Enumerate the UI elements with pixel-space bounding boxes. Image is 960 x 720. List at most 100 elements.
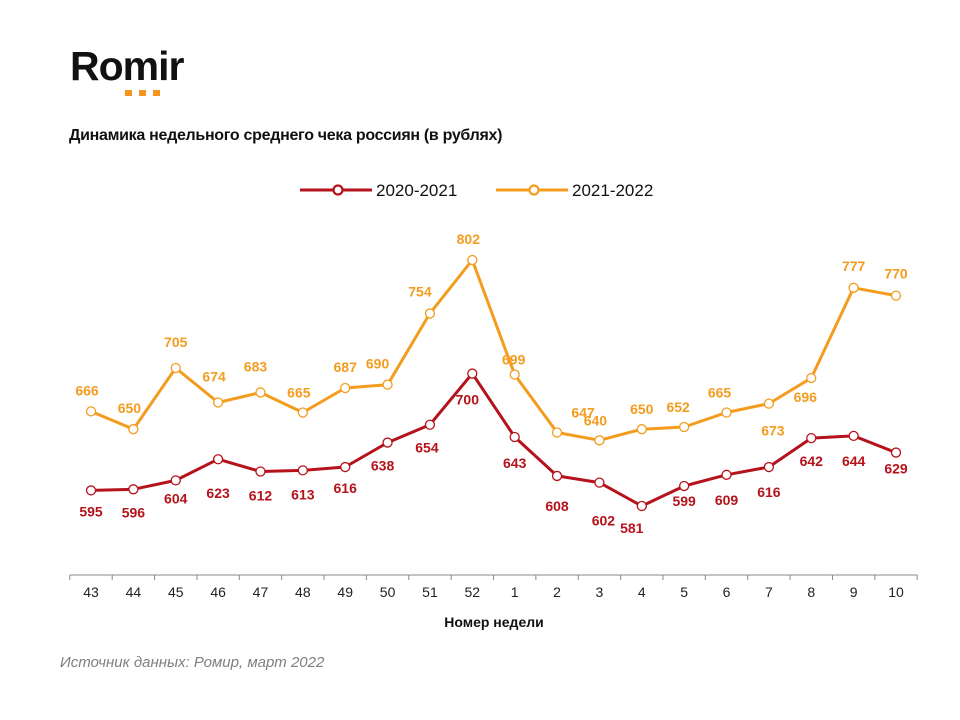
data-label: 608 [545, 498, 569, 514]
x-tick-label: 52 [465, 584, 481, 600]
data-label: 640 [584, 412, 608, 428]
data-label: 629 [884, 461, 908, 477]
logo-text: Romir [70, 43, 184, 89]
data-label: 643 [503, 455, 527, 471]
data-point [382, 379, 393, 390]
series-line [90, 372, 897, 508]
data-label: 699 [502, 352, 526, 368]
data-point [594, 477, 605, 488]
data-point [848, 282, 859, 293]
data-label: 700 [456, 392, 480, 408]
x-tick-label: 9 [850, 584, 858, 600]
data-label: 650 [118, 400, 142, 416]
legend-label: 2021-2022 [572, 181, 653, 200]
data-point [636, 424, 647, 435]
x-tick-label: 45 [168, 584, 184, 600]
data-label: 609 [715, 492, 739, 508]
data-point [721, 469, 732, 480]
data-label: 647 [571, 405, 595, 421]
data-point [806, 432, 817, 444]
data-point [340, 461, 351, 473]
source-note: Источник данных: Ромир, март 2022 [60, 654, 325, 671]
legend-marker-icon [332, 184, 344, 196]
x-tick-label: 6 [723, 584, 731, 600]
data-label: 644 [842, 453, 866, 469]
data-point [255, 387, 266, 398]
legend-marker-icon [528, 184, 540, 196]
data-point [255, 466, 266, 477]
data-point [128, 484, 139, 495]
data-label: 638 [371, 458, 395, 474]
data-label: 705 [164, 334, 188, 350]
data-point [170, 362, 181, 374]
data-point [212, 397, 224, 408]
data-label: 642 [800, 453, 824, 469]
data-label: 599 [672, 493, 696, 509]
x-tick-label: 48 [295, 584, 311, 600]
legend-item: 2020-2021 [300, 181, 457, 200]
data-label: 674 [202, 368, 226, 384]
data-point [806, 372, 817, 384]
data-point [890, 447, 902, 458]
data-point [721, 407, 732, 418]
data-point [679, 480, 690, 492]
data-point [297, 407, 308, 418]
x-tick-label: 1 [511, 584, 519, 600]
data-point [467, 254, 478, 266]
data-label: 770 [884, 266, 908, 282]
data-point [679, 421, 690, 433]
data-label: 595 [79, 503, 103, 519]
data-label: 802 [457, 231, 481, 247]
legend: 2020-2021 2021-2022 [300, 181, 653, 200]
x-tick-label: 43 [83, 584, 99, 600]
data-label: 665 [287, 384, 311, 400]
data-label: 616 [757, 484, 781, 500]
data-point [763, 398, 775, 409]
data-point [594, 435, 605, 446]
x-tick-label: 8 [807, 584, 815, 600]
data-point [85, 406, 97, 417]
data-label: 687 [334, 359, 358, 375]
romir-logo: Romir [70, 43, 184, 96]
x-axis-title: Номер недели [444, 614, 543, 630]
data-label: 673 [761, 423, 785, 439]
logo-dots [125, 90, 160, 96]
data-point [382, 437, 393, 448]
data-label: 654 [415, 440, 439, 456]
logo-dot [139, 90, 146, 96]
data-point [297, 465, 308, 476]
x-tick-label: 46 [210, 584, 226, 600]
data-label: 650 [630, 401, 654, 417]
x-tick-label: 2 [553, 584, 561, 600]
data-point [128, 424, 139, 435]
data-label: 754 [408, 283, 432, 299]
x-tick-label: 7 [765, 584, 773, 600]
data-point [467, 368, 478, 379]
logo-dot [125, 90, 132, 96]
data-label: 616 [334, 480, 358, 496]
data-label: 613 [291, 486, 315, 502]
data-label: 596 [122, 504, 146, 520]
x-tick-label: 49 [337, 584, 353, 600]
data-point [212, 454, 224, 465]
data-label: 612 [249, 487, 273, 503]
data-point [509, 369, 520, 380]
data-label: 652 [666, 399, 690, 415]
data-point [551, 470, 563, 482]
x-tick-label: 47 [253, 584, 269, 600]
data-label: 581 [620, 520, 644, 536]
x-tick-label: 3 [596, 584, 604, 600]
data-label: 602 [592, 513, 616, 529]
data-point [424, 419, 436, 430]
data-point [763, 461, 775, 473]
legend-label: 2020-2021 [376, 181, 457, 200]
data-label: 604 [164, 490, 188, 506]
x-tick-label: 10 [888, 584, 904, 600]
chart-title: Динамика недельного среднего чека россия… [69, 127, 503, 144]
data-label: 623 [206, 485, 230, 501]
data-point [551, 427, 563, 438]
x-tick-label: 44 [126, 584, 142, 600]
